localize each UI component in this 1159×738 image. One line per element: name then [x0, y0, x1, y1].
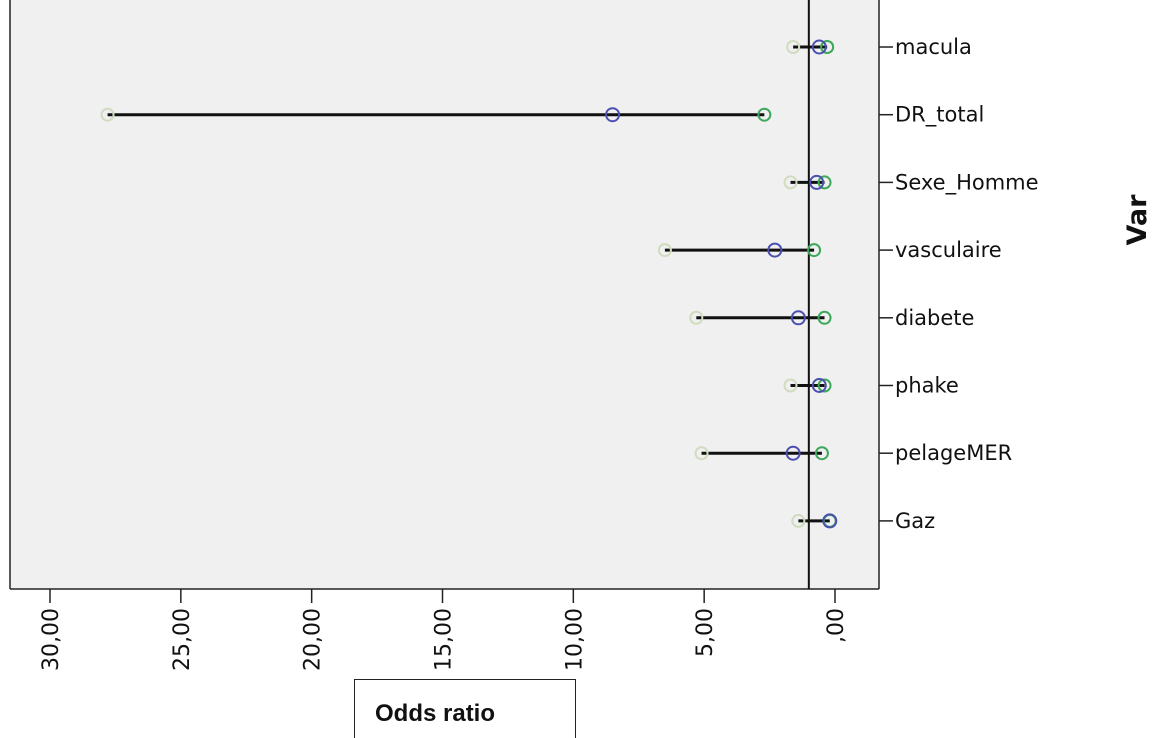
odds-ratio-marker	[822, 513, 838, 529]
x-tick-label: 5,00	[693, 608, 718, 657]
y-tick-label: Sexe_Homme	[895, 170, 1039, 195]
upper-bound-marker	[694, 446, 709, 461]
odds-ratio-marker	[809, 174, 825, 190]
row-diabete: diabete	[689, 306, 974, 330]
odds-ratio-marker	[811, 378, 827, 393]
y-axis-title: Var	[1122, 194, 1153, 246]
x-tick-label: 25,00	[170, 608, 195, 671]
y-tick-label: pelageMER	[895, 441, 1012, 465]
y-tick-label: vasculaire	[895, 238, 1002, 262]
y-tick-label: diabete	[895, 306, 974, 330]
upper-bound-marker	[783, 378, 798, 393]
upper-bound-marker	[689, 310, 704, 325]
odds-ratio-marker	[790, 310, 806, 326]
x-axis-title-box: Odds ratio	[354, 679, 576, 738]
x-tick-label: 10,00	[562, 608, 587, 671]
row-dr-total: DR_total	[100, 103, 984, 128]
y-tick-label: phake	[895, 374, 959, 398]
x-tick-label: 30,00	[39, 608, 64, 671]
lower-bound-marker	[807, 243, 822, 258]
x-tick-label: ,00	[824, 608, 849, 643]
plot-area	[10, 0, 879, 589]
lower-bound-marker	[817, 310, 832, 325]
upper-bound-marker	[100, 107, 115, 122]
odds-ratio-marker	[767, 242, 783, 258]
row-gaz: Gaz	[791, 509, 935, 533]
y-tick-label: DR_total	[895, 103, 984, 128]
row-sexe-homme: Sexe_Homme	[783, 170, 1039, 195]
row-macula: macula	[786, 35, 972, 59]
lower-bound-marker	[814, 446, 829, 461]
lower-bound-marker	[817, 378, 832, 393]
odds-ratio-marker	[605, 107, 621, 123]
y-tick-label: macula	[895, 35, 972, 59]
y-tick-label: Gaz	[895, 509, 935, 533]
odds-ratio-marker	[811, 39, 827, 55]
row-phake: phake	[783, 374, 959, 398]
upper-bound-marker	[786, 40, 801, 54]
upper-bound-marker	[657, 243, 672, 258]
x-axis-title: Odds ratio	[375, 700, 496, 727]
x-tick-label: 15,00	[432, 608, 457, 671]
x-tick-label: 20,00	[301, 608, 326, 671]
row-pelagemer: pelageMER	[694, 441, 1012, 465]
lower-bound-marker	[757, 107, 772, 122]
lower-bound-marker	[820, 40, 835, 54]
row-vasculaire: vasculaire	[657, 238, 1002, 262]
odds-ratio-marker	[785, 445, 801, 461]
upper-bound-marker	[791, 513, 806, 528]
upper-bound-marker	[783, 175, 798, 190]
lower-bound-marker	[817, 175, 832, 190]
